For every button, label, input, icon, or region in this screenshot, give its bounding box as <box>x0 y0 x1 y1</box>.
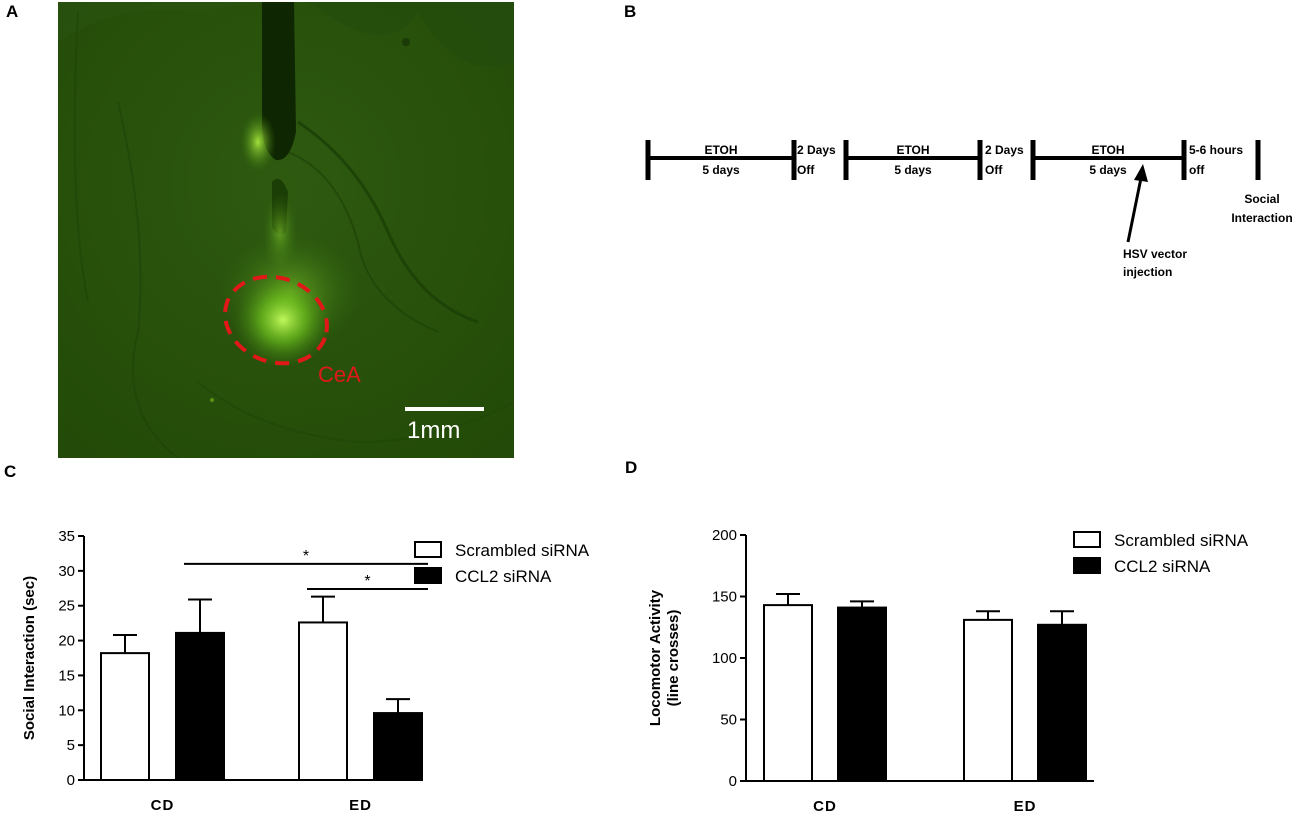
cea-label: CeA <box>318 362 361 387</box>
bar <box>100 652 150 781</box>
chart-social-interaction: 0 5 10 15 20 25 30 35 Social Interaction (sec) CD… <box>21 528 590 814</box>
bar <box>1037 623 1087 783</box>
y-tick-label: 25 <box>58 598 75 615</box>
timeline-segment-top: 2 Days <box>797 143 836 157</box>
x-tick-label: ED <box>349 797 372 814</box>
cea-outline <box>223 274 329 366</box>
panel-label-c: C <box>4 462 17 481</box>
y-tick-label: 30 <box>58 563 75 580</box>
legend-swatch <box>414 541 442 558</box>
fluorescence-upper <box>240 112 276 172</box>
injection-arrow-shaft <box>1126 177 1143 243</box>
legend-swatch <box>1073 557 1101 574</box>
end-label: Interaction <box>1231 211 1292 225</box>
y-axis-label: Social Interaction (sec) <box>21 576 38 740</box>
legend-label: Scrambled siRNA <box>455 541 590 560</box>
legend-label: CCL2 siRNA <box>455 567 552 586</box>
arrow-label: HSV vector <box>1123 247 1187 261</box>
timeline-segment-top: ETOH <box>896 143 929 157</box>
y-tick-label: 200 <box>712 527 737 544</box>
timeline-segment-bottom: off <box>1189 163 1205 177</box>
legend-label: CCL2 siRNA <box>1114 557 1211 576</box>
panel-label-b: B <box>624 2 637 21</box>
y-tick-label: 0 <box>67 772 75 789</box>
y-tick-label: 20 <box>58 633 75 650</box>
y-tick-label: 0 <box>729 773 737 790</box>
x-tick-label: CD <box>151 797 175 814</box>
timeline-segment-bottom: Off <box>797 163 815 177</box>
bar <box>837 606 887 782</box>
timeline-segment-bottom: 5 days <box>1089 163 1127 177</box>
y-tick-label: 100 <box>712 650 737 667</box>
timeline-segment-bottom: 5 days <box>894 163 932 177</box>
legend-swatch <box>414 567 442 584</box>
timeline-segment-top: ETOH <box>704 143 737 157</box>
legend-label: Scrambled siRNA <box>1114 531 1249 550</box>
timeline-segment-bottom: Off <box>985 163 1003 177</box>
experiment-timeline: ETOH 5 days 2 Days Off ETOH 5 days 2 Days Off ET… <box>645 140 1293 279</box>
timeline-segment-top: ETOH <box>1091 143 1124 157</box>
y-tick-label: 10 <box>58 702 75 719</box>
timeline-segment-bottom: 5 days <box>702 163 740 177</box>
bar <box>373 712 423 781</box>
bar <box>963 618 1013 783</box>
timeline-segment-top: 5-6 hours <box>1189 143 1243 157</box>
end-label: Social <box>1244 192 1279 206</box>
y-axis-label: (line crosses) <box>665 610 682 707</box>
chart-locomotor-activity: 0 50 100 150 200 Locomotor Activity (line cros… <box>647 527 1249 814</box>
panel-label-d: D <box>625 458 638 477</box>
scale-bar-label: 1mm <box>407 417 460 444</box>
significance-star: * <box>364 573 370 590</box>
y-tick-label: 5 <box>67 737 75 754</box>
timeline-segment-top: 2 Days <box>985 143 1024 157</box>
y-axis-label: Locomotor Activity <box>647 589 664 726</box>
y-tick-label: 150 <box>712 589 737 606</box>
fluorescence-cea <box>233 272 333 368</box>
legend-swatch <box>1073 531 1101 548</box>
panel-label-a: A <box>6 2 19 21</box>
x-tick-label: ED <box>1014 798 1037 814</box>
bar <box>763 604 813 782</box>
injection-arrow-head <box>1134 164 1148 182</box>
y-tick-label: 15 <box>58 667 75 684</box>
significance-star: * <box>303 548 309 565</box>
y-tick-label: 35 <box>58 528 75 545</box>
arrow-label: injection <box>1123 265 1172 279</box>
x-tick-label: CD <box>813 798 837 814</box>
y-tick-label: 50 <box>720 712 737 729</box>
bar <box>298 621 348 782</box>
fluorescence-micrograph: CeA 1mm <box>58 2 514 458</box>
bar <box>175 631 225 781</box>
